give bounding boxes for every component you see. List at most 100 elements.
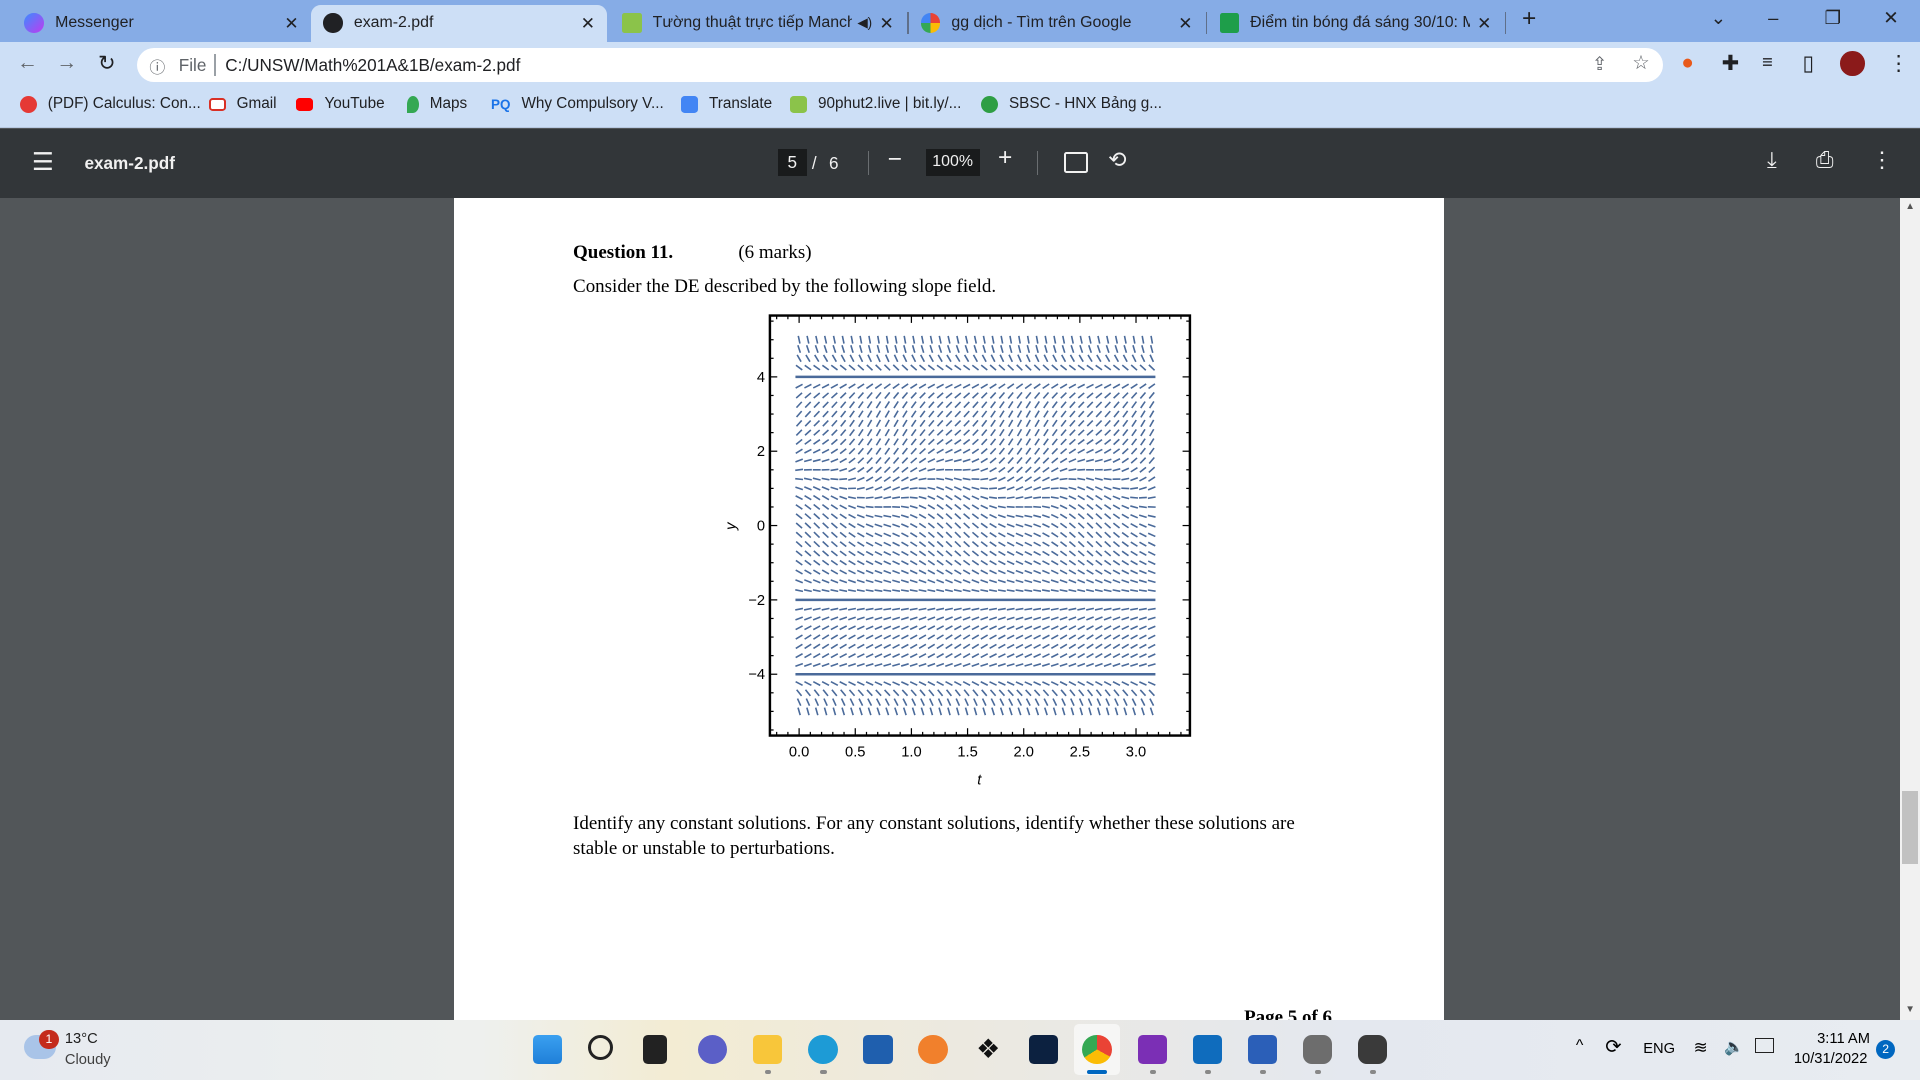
scrollbar[interactable]: ▲ ▼ bbox=[1900, 198, 1920, 1020]
slope-segment bbox=[822, 504, 830, 511]
tab-search-button[interactable]: ⌄ bbox=[1710, 7, 1726, 29]
address-bar[interactable]: ⓘ File C:/UNSW/Math%201A&1B/exam-2.pdf ⇪… bbox=[137, 47, 1663, 83]
word-icon[interactable] bbox=[1247, 1034, 1278, 1065]
fit-to-page-icon[interactable] bbox=[1064, 151, 1088, 173]
clock-date[interactable]: 10/31/2022 bbox=[1793, 1050, 1868, 1067]
scroll-down-icon[interactable]: ▼ bbox=[1905, 1004, 1915, 1016]
close-tab-icon[interactable]: ✕ bbox=[879, 12, 894, 33]
tab-exam-pdf[interactable]: exam-2.pdf ✕ bbox=[311, 4, 608, 42]
app-icon[interactable] bbox=[1028, 1034, 1058, 1065]
bookmark-calculus[interactable]: (PDF) Calculus: Con... bbox=[19, 95, 201, 114]
close-tab-icon[interactable]: ✕ bbox=[580, 12, 596, 33]
slope-segment bbox=[795, 607, 804, 612]
slope-segment bbox=[1033, 523, 1042, 529]
slope-segment bbox=[1095, 477, 1104, 482]
slope-segment bbox=[875, 476, 883, 483]
edge-icon[interactable] bbox=[808, 1034, 838, 1065]
slope-segment bbox=[910, 448, 918, 455]
audio-icon[interactable]: ◀) bbox=[857, 15, 873, 31]
battery-icon[interactable] bbox=[1754, 1038, 1774, 1053]
slope-segment bbox=[1068, 663, 1077, 668]
page-number-input[interactable]: 5 bbox=[777, 149, 807, 177]
media-control-icon[interactable]: ≡ bbox=[1762, 51, 1773, 73]
unity-icon[interactable] bbox=[1302, 1034, 1333, 1065]
slope-segment bbox=[989, 625, 998, 631]
url-text[interactable]: C:/UNSW/Math%201A&1B/exam-2.pdf bbox=[225, 55, 521, 76]
reload-icon[interactable]: ↻ bbox=[97, 52, 116, 76]
bookmark-90phut[interactable]: 90phut2.live | bit.ly/... bbox=[789, 95, 961, 114]
chat-icon[interactable] bbox=[697, 1034, 728, 1065]
onenote-icon[interactable] bbox=[1137, 1034, 1167, 1065]
zoom-in-button[interactable]: + bbox=[997, 144, 1013, 172]
slope-segment bbox=[1139, 541, 1148, 548]
new-tab-button[interactable]: + bbox=[1522, 4, 1537, 32]
tab-google[interactable]: gg dịch - Tìm trên Google ✕ bbox=[909, 5, 1205, 42]
slope-segment bbox=[839, 468, 848, 473]
close-tab-icon[interactable]: ✕ bbox=[1477, 12, 1492, 33]
slope-segment bbox=[1139, 514, 1148, 519]
bookmark-youtube[interactable]: YouTube bbox=[296, 95, 385, 113]
outlook-icon[interactable] bbox=[1192, 1034, 1223, 1065]
bookmark-maps[interactable]: Maps bbox=[406, 95, 467, 114]
back-icon[interactable]: ← bbox=[17, 51, 38, 75]
slope-segment bbox=[1069, 392, 1077, 400]
windows-start-icon[interactable] bbox=[532, 1034, 563, 1065]
menu-hamburger-icon[interactable]: ☰ bbox=[31, 148, 54, 176]
scroll-up-icon[interactable]: ▲ bbox=[1905, 200, 1915, 212]
tab-tuong-thuat[interactable]: Tường thuật trực tiếp Manch ◀) ✕ bbox=[610, 5, 906, 42]
weather-desc[interactable]: Cloudy bbox=[64, 1051, 111, 1068]
print-icon[interactable]: ⎙ bbox=[1815, 146, 1834, 172]
slope-segment bbox=[937, 354, 944, 363]
more-options-icon[interactable]: ⋮ bbox=[1871, 146, 1894, 172]
extension-fire-icon[interactable]: ● bbox=[1681, 51, 1694, 75]
wifi-icon[interactable]: ≋ bbox=[1693, 1037, 1708, 1058]
slope-segment bbox=[822, 522, 830, 530]
close-tab-icon[interactable]: ✕ bbox=[284, 12, 299, 33]
minimize-button[interactable]: – bbox=[1768, 7, 1779, 29]
language-indicator[interactable]: ENG bbox=[1643, 1040, 1676, 1057]
chrome-icon[interactable] bbox=[1082, 1034, 1112, 1065]
bookmark-star-icon[interactable]: ☆ bbox=[1632, 52, 1650, 75]
show-hidden-icons-chevron[interactable]: ^ bbox=[1575, 1037, 1584, 1055]
extensions-puzzle-icon[interactable]: ✚ bbox=[1721, 52, 1740, 76]
slope-segment bbox=[945, 411, 953, 418]
close-window-button[interactable]: ✕ bbox=[1883, 7, 1899, 29]
close-tab-icon[interactable]: ✕ bbox=[1178, 12, 1193, 33]
slope-segment bbox=[1078, 689, 1085, 697]
volume-icon[interactable]: 🔈 bbox=[1724, 1039, 1744, 1057]
chrome-menu-icon[interactable]: ⋮ bbox=[1888, 52, 1909, 76]
scrollbar-thumb[interactable] bbox=[1901, 791, 1918, 865]
rotate-icon[interactable]: ⟲ bbox=[1108, 146, 1127, 172]
slope-segment bbox=[989, 514, 998, 520]
firefox-icon[interactable] bbox=[918, 1034, 948, 1065]
download-icon[interactable]: ⤓ bbox=[1766, 146, 1777, 172]
restore-button[interactable]: ❐ bbox=[1824, 7, 1841, 29]
slope-segment bbox=[804, 401, 812, 409]
zoom-out-button[interactable]: − bbox=[887, 145, 903, 173]
site-info-icon[interactable]: ⓘ bbox=[149, 60, 166, 78]
tab-diem-tin[interactable]: Điểm tin bóng đá sáng 30/10: MU ✕ bbox=[1207, 5, 1503, 42]
share-icon[interactable]: ⇪ bbox=[1591, 52, 1608, 74]
slope-segment bbox=[1060, 653, 1068, 659]
store-icon[interactable] bbox=[863, 1034, 893, 1065]
file-explorer-icon[interactable] bbox=[753, 1034, 783, 1065]
sync-icon[interactable]: ⟳ bbox=[1605, 1035, 1622, 1058]
side-panel-icon[interactable]: ▯ bbox=[1802, 52, 1814, 76]
bookmark-why-compulsory[interactable]: PQ Why Compulsory V... bbox=[491, 95, 664, 113]
slope-segment bbox=[918, 663, 927, 668]
bookmark-translate[interactable]: Translate bbox=[680, 95, 772, 114]
bookmark-gmail[interactable]: Gmail bbox=[209, 95, 277, 113]
weather-temp[interactable]: 13°C bbox=[64, 1031, 98, 1048]
unity-hub-icon[interactable] bbox=[1357, 1034, 1388, 1065]
dropbox-icon[interactable]: ❖ bbox=[976, 1033, 1001, 1064]
clock-time[interactable]: 3:11 AM bbox=[1817, 1031, 1870, 1048]
profile-avatar[interactable] bbox=[1840, 51, 1865, 76]
zoom-level-input[interactable]: 100% bbox=[925, 149, 980, 177]
search-icon[interactable] bbox=[587, 1034, 614, 1061]
notification-badge[interactable]: 2 bbox=[1875, 1039, 1896, 1060]
forward-icon[interactable]: → bbox=[56, 51, 78, 75]
slope-segment bbox=[963, 560, 971, 567]
tab-messenger[interactable]: Messenger ✕ bbox=[12, 5, 311, 42]
task-view-icon[interactable] bbox=[642, 1034, 668, 1065]
bookmark-sbsc[interactable]: SBSC - HNX Bảng g... bbox=[980, 95, 1162, 114]
